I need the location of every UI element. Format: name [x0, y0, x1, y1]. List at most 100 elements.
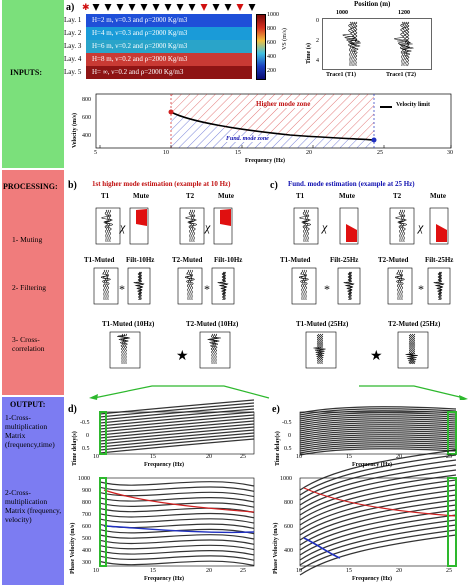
c-conv-2: * — [418, 282, 424, 296]
dispersion-ylabel: Velocity (m/s) — [72, 113, 78, 148]
panel-a-letter: a) — [66, 2, 75, 13]
stripe — [99, 560, 255, 567]
stripe — [99, 438, 255, 454]
receiver-icon — [140, 4, 148, 11]
output-item-2: 2-Cross-multiplication Matrix (frequency… — [5, 488, 62, 524]
stripe — [299, 434, 457, 442]
c-mute-label-2: Mute — [430, 192, 446, 200]
output-arrows — [89, 385, 468, 400]
dispersion-xtick-15: 15 — [235, 150, 241, 156]
stripe — [299, 412, 457, 420]
e-top-xlabel: Frequency (Hz) — [352, 462, 393, 468]
b-t2-muted-label: T2-Muted — [172, 256, 203, 264]
stripe — [99, 507, 255, 514]
e-top-ytick-3: 0.5 — [284, 446, 292, 452]
traces-time-label: Time (s) — [306, 42, 312, 64]
d-top-ytick-2: 0 — [86, 433, 89, 439]
stripe — [99, 411, 255, 427]
stripe — [99, 423, 255, 439]
stripe — [299, 444, 457, 452]
c-filt-label-2: Filt-25Hz — [425, 256, 454, 264]
b-t2-muted-10hz-label: T2-Muted (10Hz) — [186, 320, 239, 328]
b-t1-muted-label: T1-Muted — [84, 256, 115, 264]
c-filt-label: Filt-25Hz — [330, 256, 359, 264]
panel-e-plots — [299, 406, 457, 576]
seismic-trace — [137, 271, 145, 301]
e-top-xtick-15: 15 — [346, 454, 352, 460]
dispersion-plot — [95, 93, 452, 149]
b-mute-label-2: Mute — [218, 192, 234, 200]
stripe — [299, 424, 457, 432]
b-processing-graphics — [93, 207, 235, 369]
b-chi-1: χ — [120, 220, 126, 234]
stripe — [299, 406, 457, 414]
xcorr-box-t2 — [397, 331, 429, 369]
seismic-trace — [133, 271, 145, 301]
stripe — [299, 446, 457, 454]
input-traces — [322, 18, 432, 70]
d-top-xtick-10: 10 — [93, 454, 99, 460]
trace2-wiggle — [394, 21, 409, 67]
dispersion-ytick-600: 600 — [82, 115, 91, 121]
dispersion-xtick-25: 25 — [377, 150, 383, 156]
step-muting: 1- Muting — [12, 235, 43, 244]
stripe — [99, 497, 255, 503]
panel-b-title: 1st higher mode estimation (example at 1… — [92, 180, 231, 188]
d-bot-xtick-10: 10 — [93, 568, 99, 574]
seismic-trace — [433, 271, 445, 301]
e-bot-ytick-600: 600 — [284, 524, 293, 530]
seismic-trace — [118, 333, 129, 365]
e-top-ylabel: Time delay(s) — [275, 431, 281, 466]
stripe — [99, 550, 255, 556]
dispersion-xtick-5: 5 — [94, 150, 97, 156]
seismic-trace — [189, 269, 195, 301]
b-filt-label-2: Filt-10Hz — [214, 256, 243, 264]
step-filtering: 2- Filtering — [12, 283, 46, 292]
d-bot-ylabel: Phase Velocity (m/s) — [70, 522, 76, 574]
stripe — [299, 504, 457, 546]
e-bot-xtick-10: 10 — [296, 568, 302, 574]
d-top-xtick-20: 20 — [206, 454, 212, 460]
seismic-trace — [221, 271, 229, 301]
d-bot-ytick-300: 300 — [82, 560, 91, 566]
seismic-trace — [207, 333, 217, 365]
receiver-icon — [176, 4, 184, 11]
receiver-icon — [116, 4, 124, 11]
stripe — [299, 426, 457, 434]
seismic-trace — [345, 271, 355, 301]
d-top-ytick-1: -0.5 — [80, 420, 90, 426]
e-bot-xtick-15: 15 — [346, 568, 352, 574]
b-t1-muted-10hz-label: T1-Muted (10Hz) — [102, 320, 155, 328]
e-fund-mode-curve — [303, 537, 341, 559]
stripe — [99, 544, 255, 551]
stripe — [99, 432, 255, 448]
receiver-icon — [92, 4, 100, 11]
mute-window — [220, 209, 231, 226]
b-correlation-star: ★ — [176, 349, 189, 364]
d-top-xtick-25: 25 — [240, 454, 246, 460]
c-conv-1: * — [324, 282, 330, 296]
receiver-icon — [128, 4, 136, 11]
seismic-trace — [398, 209, 407, 243]
seismic-trace — [409, 333, 418, 365]
stripe — [299, 438, 457, 446]
layer-label-4: Lay. 4 — [64, 55, 82, 63]
c-chi-1: χ — [322, 220, 328, 234]
higher-mode-zone-label: Higher mode zone — [256, 100, 311, 108]
seismic-trace — [100, 269, 109, 301]
seismic-trace — [317, 333, 326, 365]
stripe — [299, 449, 457, 491]
seismic-trace — [302, 209, 311, 243]
c-t2-label: T2 — [393, 192, 402, 200]
receiver-icon — [248, 4, 256, 11]
c-correlation-star: ★ — [370, 349, 383, 364]
panel-b-letter: b) — [68, 180, 77, 191]
legend-line — [380, 106, 392, 108]
d-bot-ytick-500: 500 — [82, 536, 91, 542]
receiver-icon — [164, 4, 172, 11]
processing-band — [2, 170, 64, 395]
vs-colorbar — [256, 14, 266, 80]
stripe — [299, 448, 457, 456]
trace2-label: Trace1 (T2) — [386, 72, 417, 78]
seismic-trace — [184, 269, 193, 301]
